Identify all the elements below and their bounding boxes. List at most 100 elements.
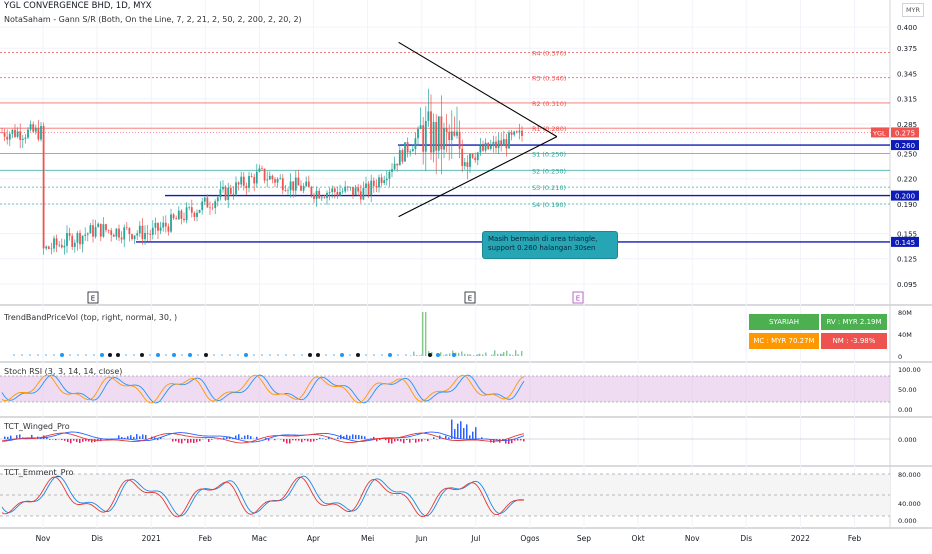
candle-body bbox=[477, 153, 479, 161]
currency-badge[interactable]: MYR bbox=[902, 3, 924, 17]
candle-body bbox=[272, 176, 274, 179]
winged-bar bbox=[79, 439, 81, 443]
y-tick-label: 0.095 bbox=[897, 281, 917, 289]
winged-bar bbox=[385, 439, 387, 440]
volume-dot bbox=[261, 354, 263, 356]
volume-dot bbox=[421, 354, 423, 356]
x-tick-label: Apr bbox=[307, 534, 321, 543]
candle-body bbox=[373, 181, 375, 186]
volume-dot bbox=[293, 354, 295, 356]
winged-bar bbox=[70, 439, 72, 443]
winged-tick: 0.000 bbox=[898, 436, 917, 444]
winged-bar bbox=[457, 424, 459, 439]
winged-bar bbox=[322, 438, 324, 439]
candle-body bbox=[110, 230, 112, 235]
volume-dot bbox=[301, 354, 303, 356]
candle-body bbox=[173, 214, 175, 218]
volume-dot bbox=[197, 354, 199, 356]
candle-body bbox=[1, 132, 3, 133]
candle-body bbox=[443, 128, 445, 150]
winged-bar bbox=[445, 436, 447, 439]
candle-body bbox=[324, 197, 326, 198]
volume-dot bbox=[77, 354, 79, 356]
candle-body bbox=[69, 233, 71, 236]
x-tick-label: Mac bbox=[252, 534, 267, 543]
candle-body bbox=[113, 235, 115, 237]
winged-bar bbox=[433, 437, 435, 439]
candle-body bbox=[235, 182, 237, 194]
volume-dot bbox=[285, 354, 287, 356]
winged-bar bbox=[181, 439, 183, 443]
candle-body bbox=[246, 186, 248, 188]
candle-body bbox=[334, 188, 336, 191]
candle-body bbox=[207, 198, 209, 208]
y-tick-label: 0.125 bbox=[897, 256, 917, 264]
winged-bar bbox=[463, 428, 465, 439]
candle-body bbox=[519, 131, 521, 133]
volume-dot bbox=[501, 354, 503, 356]
winged-bar bbox=[310, 439, 312, 442]
winged-bar bbox=[256, 437, 258, 439]
volume-dot bbox=[316, 353, 320, 357]
candle-body bbox=[342, 191, 344, 192]
candle-body bbox=[162, 223, 164, 228]
winged-bar bbox=[301, 439, 303, 442]
volume-dot bbox=[93, 354, 95, 356]
candle-body bbox=[251, 176, 253, 177]
candle-body bbox=[441, 116, 443, 149]
nm-cell: NM : -3.98% bbox=[821, 333, 887, 349]
volume-dot bbox=[85, 354, 87, 356]
volume-dot bbox=[60, 353, 64, 357]
winged-bar bbox=[178, 439, 180, 443]
winged-bar bbox=[67, 439, 69, 442]
annotation-callout[interactable]: Masih bermain di area triangle, support … bbox=[482, 231, 618, 259]
candle-body bbox=[363, 188, 365, 200]
candle-body bbox=[14, 130, 16, 137]
candle-body bbox=[227, 188, 229, 200]
candle-body bbox=[459, 132, 461, 149]
winged-bar bbox=[472, 432, 474, 439]
ticker-badge: YGL bbox=[872, 129, 886, 137]
candle-body bbox=[95, 227, 97, 237]
candle-body bbox=[391, 169, 393, 172]
candle-body bbox=[123, 227, 125, 239]
candle-body bbox=[287, 190, 289, 191]
candle-body bbox=[51, 249, 53, 250]
volume-bar bbox=[464, 354, 465, 356]
winged-bar bbox=[523, 439, 525, 441]
gann-level-label: S1 (0.250) bbox=[532, 150, 566, 158]
volume-bar bbox=[458, 353, 459, 356]
winged-bar bbox=[415, 439, 417, 443]
candle-body bbox=[464, 162, 466, 166]
candle-body bbox=[217, 197, 219, 201]
candle-body bbox=[6, 137, 8, 140]
volume-dot bbox=[45, 354, 47, 356]
winged-bar bbox=[400, 439, 402, 441]
volume-bar bbox=[482, 354, 483, 356]
candle-body bbox=[19, 131, 21, 140]
volume-dot bbox=[269, 354, 271, 356]
winged-bar bbox=[475, 427, 477, 439]
candle-body bbox=[454, 131, 456, 135]
candle-body bbox=[32, 124, 34, 131]
winged-bar bbox=[496, 439, 498, 440]
winged-bar bbox=[190, 439, 192, 443]
candle-body bbox=[175, 218, 177, 219]
candle-body bbox=[196, 213, 198, 217]
stoch-tick: 50.00 bbox=[898, 386, 917, 394]
candle-body bbox=[305, 182, 307, 187]
volume-dot bbox=[493, 354, 495, 356]
candle-body bbox=[511, 132, 513, 134]
candle-body bbox=[149, 234, 151, 235]
candle-body bbox=[53, 238, 55, 248]
winged-bar bbox=[316, 439, 318, 440]
volume-dot bbox=[517, 354, 519, 356]
candle-body bbox=[303, 186, 305, 191]
winged-bar bbox=[64, 439, 66, 441]
candle-body bbox=[500, 140, 502, 145]
volume-bar bbox=[473, 355, 474, 356]
winged-bar bbox=[358, 435, 360, 439]
volume-dot bbox=[108, 353, 112, 357]
